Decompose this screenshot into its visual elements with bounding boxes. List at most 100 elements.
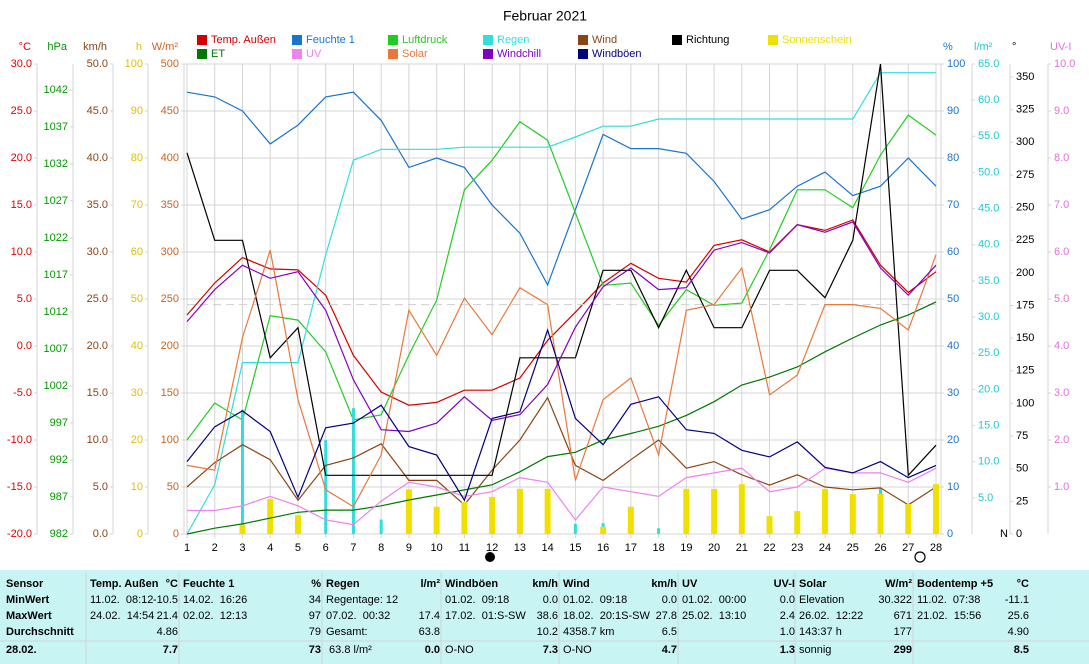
- y-tick-label: 250: [1016, 202, 1034, 214]
- sun-bar: [849, 494, 856, 534]
- sun-bar: [711, 488, 718, 534]
- series-line: [186, 221, 937, 433]
- x-tick-label: 8: [378, 542, 384, 554]
- axis-zero-label: N: [1000, 528, 1008, 540]
- x-tick-label: 7: [350, 542, 356, 554]
- row-label: MaxWert: [6, 610, 52, 622]
- y-tick-label: 30: [131, 387, 143, 399]
- table-value: 63.8: [419, 626, 440, 638]
- table-value: 4.90: [1008, 626, 1029, 638]
- x-tick-label: 13: [514, 542, 526, 554]
- y-tick-label: 350: [161, 199, 179, 211]
- table-cell: sonnig: [799, 644, 831, 656]
- legend-swatch: [483, 49, 493, 59]
- table-value: 1.0: [780, 626, 795, 638]
- table-cell: O-NO: [563, 644, 592, 656]
- y-tick-label: 5.0: [17, 293, 32, 305]
- sun-bar: [544, 488, 551, 534]
- column-unit: km/h: [651, 578, 677, 590]
- table-value: -10.5: [153, 594, 178, 606]
- table-cell: 18.02. 20:1S-SW: [563, 610, 650, 622]
- y-tick-label: 35.0: [87, 199, 108, 211]
- axis-unit: W/m²: [152, 41, 179, 53]
- y-tick-label: 0.0: [93, 528, 108, 540]
- legend-swatch: [578, 35, 588, 45]
- y-tick-label: 10: [947, 481, 959, 493]
- y-tick-label: 0: [137, 528, 143, 540]
- legend-swatch: [672, 35, 682, 45]
- y-tick-label: 150: [1016, 332, 1034, 344]
- legend-label: ET: [211, 48, 225, 60]
- y-tick-label: 50.0: [978, 166, 999, 178]
- y-tick-label: 5.0: [978, 492, 993, 504]
- y-tick-label: 350: [1016, 71, 1034, 83]
- x-tick-label: 17: [625, 542, 637, 554]
- series-line: [186, 114, 937, 441]
- legend-swatch: [292, 35, 302, 45]
- legend-label: Windchill: [497, 48, 541, 60]
- column-unit: W/m²: [885, 578, 912, 590]
- sun-bar: [905, 503, 912, 534]
- x-tick-label: 16: [597, 542, 609, 554]
- row-label: 28.02.: [6, 644, 37, 656]
- rain-bar: [240, 409, 244, 534]
- legend-swatch: [483, 35, 493, 45]
- x-tick-label: 24: [819, 542, 831, 554]
- series-line: [186, 219, 937, 406]
- table-value: 2.4: [780, 610, 795, 622]
- rain-bar: [573, 523, 577, 534]
- legend-label: Wind: [592, 34, 617, 46]
- column-unit: km/h: [532, 578, 558, 590]
- y-tick-label: 15.0: [978, 419, 999, 431]
- y-tick-label: 40: [131, 340, 143, 352]
- table-cell: 02.02. 12:13: [183, 610, 247, 622]
- y-tick-label: 45.0: [87, 105, 108, 117]
- x-tick-label: 9: [406, 542, 412, 554]
- y-tick-label: 500: [161, 58, 179, 70]
- y-tick-label: -5.0: [13, 387, 32, 399]
- row-label: MinWert: [6, 594, 50, 606]
- legend-label: Regen: [497, 34, 529, 46]
- column-header: Solar: [799, 578, 827, 590]
- table-cell: 25.02. 13:10: [682, 610, 746, 622]
- y-tick-label: 987: [50, 491, 68, 503]
- y-tick-label: 9.0: [1054, 105, 1069, 117]
- sun-bar: [294, 515, 301, 534]
- y-tick-label: 65.0: [978, 58, 999, 70]
- legend-label: Richtung: [686, 34, 729, 46]
- y-tick-label: 100: [947, 58, 965, 70]
- y-tick-label: 0: [1016, 528, 1022, 540]
- sun-bar: [877, 494, 884, 534]
- y-tick-label: 1027: [44, 195, 68, 207]
- table-cell: 21.02. 15:56: [917, 610, 981, 622]
- table-cell: 11.02. 08:12: [90, 594, 153, 606]
- y-tick-label: 400: [161, 152, 179, 164]
- y-tick-label: 2.0: [1054, 434, 1069, 446]
- table-value: 4.7: [662, 644, 677, 656]
- series-line: [186, 63, 937, 477]
- table-cell: O-NO: [445, 644, 474, 656]
- table-value: 38.6: [537, 610, 558, 622]
- y-tick-label: 275: [1016, 169, 1034, 181]
- x-tick-label: 3: [239, 542, 245, 554]
- table-cell: 07.02. 00:32: [326, 610, 390, 622]
- table-value: 177: [894, 626, 912, 638]
- y-tick-label: 5.0: [1054, 293, 1069, 305]
- legend-swatch: [388, 49, 398, 59]
- y-tick-label: 1032: [44, 158, 68, 170]
- axis-unit: h: [136, 41, 142, 53]
- y-tick-label: -20.0: [7, 528, 32, 540]
- new-moon-icon: [485, 552, 495, 562]
- series-line: [186, 396, 937, 506]
- y-tick-label: 70: [131, 199, 143, 211]
- y-tick-label: 982: [50, 528, 68, 540]
- table-value: 27.8: [656, 610, 677, 622]
- sun-bar: [267, 498, 274, 534]
- y-tick-label: 10: [131, 481, 143, 493]
- legend-swatch: [388, 35, 398, 45]
- y-tick-label: 10.0: [11, 246, 32, 258]
- y-tick-label: 450: [161, 105, 179, 117]
- y-tick-label: 300: [161, 246, 179, 258]
- y-tick-label: 997: [50, 417, 68, 429]
